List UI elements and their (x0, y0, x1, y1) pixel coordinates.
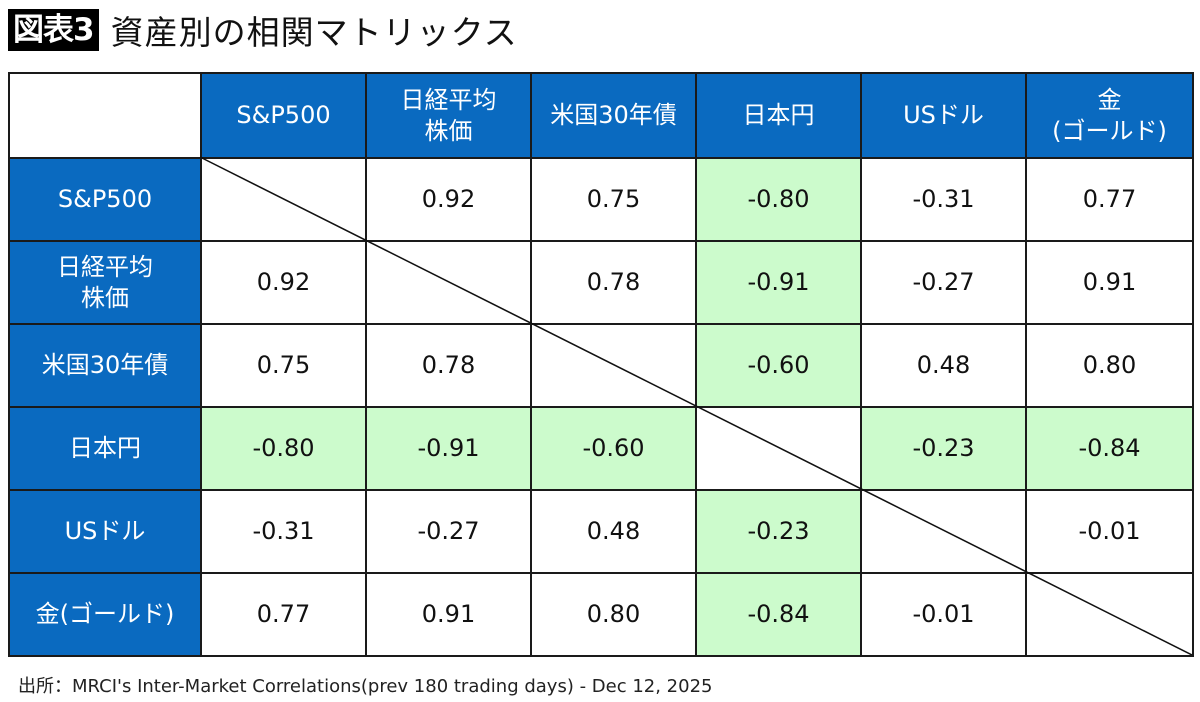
correlation-cell: -0.80 (200, 406, 367, 491)
correlation-cell: 0.77 (200, 572, 367, 657)
correlation-cell: 0.75 (530, 157, 697, 242)
column-header: S&P500 (200, 72, 367, 159)
table-row: 日経平均 株価 0.92 0.78 -0.91 -0.27 0.91 (8, 240, 1194, 325)
row-header: 日経平均 株価 (8, 240, 202, 325)
row-header: S&P500 (8, 157, 202, 242)
table-row: S&P500 0.92 0.75 -0.80 -0.31 0.77 (8, 157, 1194, 242)
correlation-cell: 0.48 (530, 489, 697, 574)
diagonal-cell (200, 157, 367, 242)
page-title: 資産別の相関マトリックス (110, 13, 518, 52)
table-row: USドル -0.31 -0.27 0.48 -0.23 -0.01 (8, 489, 1194, 574)
correlation-cell: -0.91 (365, 406, 532, 491)
correlation-cell: -0.23 (860, 406, 1027, 491)
diagonal-cell (530, 323, 697, 408)
table-row: 金(ゴールド) 0.77 0.91 0.80 -0.84 -0.01 (8, 572, 1194, 657)
correlation-cell: -0.01 (860, 572, 1027, 657)
row-header: USドル (8, 489, 202, 574)
diagonal-cell (365, 240, 532, 325)
source-note: 出所：MRCI's Inter-Market Correlations(prev… (18, 676, 713, 697)
correlation-cell: -0.27 (860, 240, 1027, 325)
diagonal-cell (1025, 572, 1194, 657)
correlation-cell: 0.77 (1025, 157, 1194, 242)
correlation-cell: 0.80 (1025, 323, 1194, 408)
table-row: 米国30年債 0.75 0.78 -0.60 0.48 0.80 (8, 323, 1194, 408)
column-header: 日経平均 株価 (365, 72, 532, 159)
correlation-cell: -0.84 (1025, 406, 1194, 491)
column-header: 米国30年債 (530, 72, 697, 159)
column-header: USドル (860, 72, 1027, 159)
correlation-cell: -0.27 (365, 489, 532, 574)
correlation-cell: -0.60 (695, 323, 862, 408)
correlation-cell: -0.91 (695, 240, 862, 325)
corner-cell (8, 72, 202, 159)
row-header: 日本円 (8, 406, 202, 491)
column-header: 日本円 (695, 72, 862, 159)
correlation-cell: 0.75 (200, 323, 367, 408)
correlation-cell: 0.48 (860, 323, 1027, 408)
correlation-cell: 0.91 (365, 572, 532, 657)
correlation-cell: -0.31 (200, 489, 367, 574)
correlation-cell: -0.80 (695, 157, 862, 242)
correlation-cell: -0.23 (695, 489, 862, 574)
column-header: 金 (ゴールド) (1025, 72, 1194, 159)
table-row: 日本円 -0.80 -0.91 -0.60 -0.23 -0.84 (8, 406, 1194, 491)
correlation-cell: 0.78 (530, 240, 697, 325)
figure-title: 図表3 資産別の相関マトリックス (8, 8, 518, 52)
correlation-cell: -0.60 (530, 406, 697, 491)
correlation-cell: -0.31 (860, 157, 1027, 242)
row-header: 米国30年債 (8, 323, 202, 408)
diagonal-cell (860, 489, 1027, 574)
row-header: 金(ゴールド) (8, 572, 202, 657)
correlation-cell: 0.92 (200, 240, 367, 325)
correlation-cell: 0.78 (365, 323, 532, 408)
correlation-cell: -0.01 (1025, 489, 1194, 574)
correlation-cell: 0.80 (530, 572, 697, 657)
diagonal-cell (695, 406, 862, 491)
correlation-cell: 0.92 (365, 157, 532, 242)
figure-number-badge: 図表3 (8, 9, 99, 51)
correlation-matrix: S&P500 日経平均 株価 米国30年債 日本円 USドル金 (ゴールド) S&P50… (8, 72, 1194, 657)
correlation-cell: -0.84 (695, 572, 862, 657)
correlation-cell: 0.91 (1025, 240, 1194, 325)
